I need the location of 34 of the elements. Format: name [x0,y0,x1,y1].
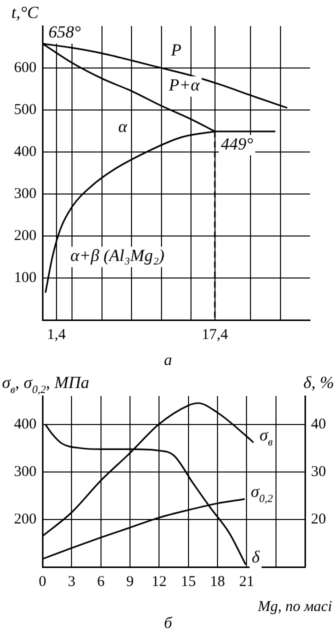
text: б [162,615,174,633]
series-label: δ [252,548,261,567]
y-tick-label: 100 [14,270,36,286]
y-tick-label: 200 [14,228,36,244]
annotation: P [170,40,182,60]
y2-tick-label: 20 [311,511,326,528]
x-tick-label: 0 [38,574,46,590]
x-tick-label: 3 [68,574,76,590]
annotation: α [118,116,128,136]
y2-axis-title: δ, % [303,373,334,392]
annotation: 658° [48,22,81,42]
x-tick-label: 21 [239,574,254,590]
y2-tick-label: 40 [311,416,326,432]
x-tick-label: 17,4 [202,326,229,343]
y-tick-label: 500 [14,102,36,118]
x-tick-label: 9 [126,574,134,590]
x-axis-title: Mg, по масі [256,599,332,615]
y-tick-label: 300 [14,464,36,480]
text: а [163,352,173,370]
y-tick-label: 600 [14,60,36,76]
y-tick-label: 400 [14,416,36,432]
y-tick-label: 400 [14,144,36,160]
y-axis-title: t,°C [11,3,40,22]
y-tick-label: 300 [14,186,36,202]
x-tick-label: 15 [180,574,196,590]
annotation: α+β (Al₃Mg₂) [70,246,165,266]
x-tick-label: 18 [210,574,225,590]
annotation: 449° [220,134,254,154]
y-tick-label: 200 [14,511,36,528]
x-tick-label: 6 [97,574,106,590]
x-tick-label: 12 [152,574,167,590]
x-tick-label: 1,4 [46,326,66,343]
annotation: P+α [168,76,201,95]
y2-tick-label: 30 [311,464,326,480]
